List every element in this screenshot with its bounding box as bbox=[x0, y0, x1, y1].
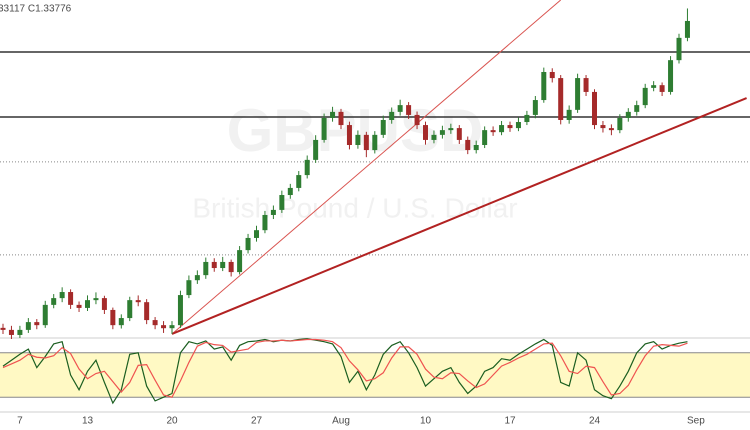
header-text: 33117 C1.33776 bbox=[0, 4, 72, 15]
candle-body bbox=[279, 195, 285, 210]
candle-body bbox=[25, 322, 31, 330]
candle-body bbox=[59, 292, 65, 299]
candle-body bbox=[583, 78, 589, 92]
candle-body bbox=[684, 20, 690, 38]
candle-body bbox=[211, 261, 217, 269]
candle-body bbox=[245, 237, 251, 251]
candle-body bbox=[313, 139, 319, 160]
candle-body bbox=[194, 275, 200, 281]
x-tick-label: 10 bbox=[420, 416, 432, 427]
candle-body bbox=[668, 60, 674, 92]
candle-body bbox=[287, 187, 293, 196]
candle-body bbox=[17, 329, 23, 335]
candle-body bbox=[439, 130, 445, 135]
candle-body bbox=[625, 111, 631, 118]
candle-body bbox=[532, 100, 538, 115]
candle-body bbox=[220, 261, 226, 269]
candle-body bbox=[473, 145, 479, 151]
candle-body bbox=[651, 85, 657, 88]
candle-body bbox=[558, 78, 564, 120]
candle-body bbox=[414, 114, 420, 126]
trendline bbox=[171, 97, 747, 335]
candle-body bbox=[372, 134, 378, 151]
candle-body bbox=[51, 298, 57, 305]
candle-body bbox=[237, 250, 243, 273]
candle-body bbox=[152, 320, 158, 326]
candle-body bbox=[634, 105, 640, 112]
candle-body bbox=[363, 134, 369, 151]
candle-body bbox=[34, 322, 40, 326]
x-tick-label: 17 bbox=[504, 416, 516, 427]
candle-body bbox=[338, 111, 344, 126]
candle-body bbox=[482, 130, 488, 146]
x-tick-label: Aug bbox=[332, 416, 350, 427]
candle-body bbox=[397, 105, 403, 112]
x-tick-label: 13 bbox=[82, 416, 94, 427]
candle-body bbox=[507, 125, 513, 129]
candle-body bbox=[575, 78, 581, 110]
candle-body bbox=[228, 261, 234, 273]
candle-body bbox=[304, 159, 310, 176]
trendline bbox=[171, 0, 562, 335]
candle-body bbox=[355, 134, 361, 146]
candle-body bbox=[144, 302, 150, 321]
x-tick-label: Sep bbox=[687, 416, 705, 427]
x-tick-label: 7 bbox=[17, 416, 23, 427]
candle-body bbox=[423, 125, 428, 140]
candle-body bbox=[456, 128, 462, 140]
candle-body bbox=[169, 325, 175, 329]
oscillator-line bbox=[2, 338, 688, 405]
candle-body bbox=[380, 119, 386, 135]
candle-body bbox=[659, 85, 665, 92]
candle-body bbox=[346, 125, 352, 146]
candle-body bbox=[592, 91, 597, 126]
candle-body bbox=[406, 105, 412, 115]
candle-body bbox=[177, 295, 183, 326]
candle-body bbox=[68, 292, 74, 305]
candle-body bbox=[566, 109, 572, 120]
watermark: GBPUSD British Pound / U.S. Dollar bbox=[192, 97, 517, 224]
candle-body bbox=[524, 114, 530, 123]
candle-body bbox=[296, 175, 302, 188]
candle-body bbox=[8, 329, 14, 335]
candle-body bbox=[642, 87, 648, 106]
x-tick-label: 24 bbox=[589, 416, 601, 427]
candle-body bbox=[118, 318, 124, 326]
x-tick-label: 20 bbox=[166, 416, 178, 427]
candle-body bbox=[499, 125, 505, 133]
candle-body bbox=[330, 111, 336, 118]
oscillator-line bbox=[2, 338, 688, 398]
candle-body bbox=[85, 300, 90, 308]
candle-body bbox=[101, 298, 107, 310]
candle-body bbox=[135, 300, 141, 303]
candle-body bbox=[93, 298, 99, 301]
candle-body bbox=[0, 327, 6, 330]
candle-body bbox=[600, 125, 606, 129]
candle-body bbox=[617, 117, 623, 131]
candle-body bbox=[515, 122, 521, 129]
candle-body bbox=[186, 280, 192, 296]
candle-body bbox=[254, 230, 259, 238]
candle-body bbox=[431, 134, 437, 140]
candle-body bbox=[76, 304, 82, 308]
watermark-description: British Pound / U.S. Dollar bbox=[192, 192, 517, 223]
candle-body bbox=[608, 128, 614, 131]
candle-body bbox=[110, 309, 116, 326]
candle-body bbox=[389, 111, 395, 120]
candle-body bbox=[127, 300, 133, 319]
x-tick-label: 27 bbox=[251, 416, 263, 427]
candle-body bbox=[270, 209, 276, 215]
candle-body bbox=[262, 214, 268, 231]
candle-body bbox=[161, 325, 167, 329]
candle-body bbox=[676, 37, 682, 61]
candle-body bbox=[465, 139, 471, 151]
candle-body bbox=[541, 71, 547, 101]
candle-body bbox=[448, 128, 454, 131]
candle-body bbox=[321, 117, 327, 140]
candle-body bbox=[490, 130, 496, 133]
candle-body bbox=[42, 304, 48, 326]
candle-body bbox=[549, 71, 555, 79]
candle-body bbox=[203, 261, 209, 276]
